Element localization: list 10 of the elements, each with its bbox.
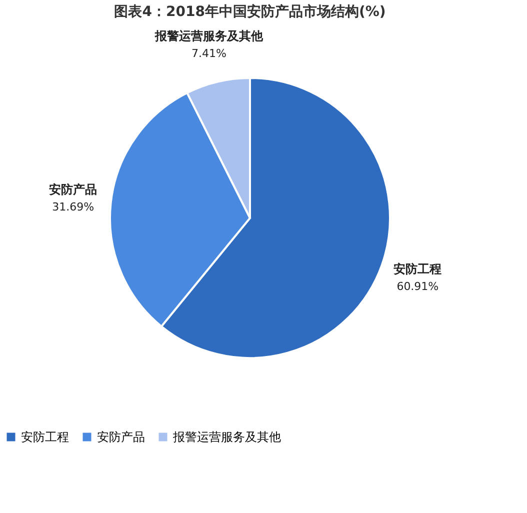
data-label: 31.69% (52, 200, 94, 214)
legend-label: 安防工程 (21, 430, 69, 444)
legend-label: 报警运营服务及其他 (172, 430, 281, 444)
slice-label: 报警运营服务及其他 (154, 28, 264, 43)
data-label: 60.91% (396, 280, 439, 293)
legend-label: 安防产品 (97, 430, 145, 444)
slice-label: 安防产品 (49, 182, 98, 196)
slice-label: 安防工程 (394, 262, 442, 276)
chart-title: 图表4：2018年中国安防产品市场结构(%) (114, 3, 386, 20)
data-label: 7.41% (191, 46, 226, 60)
